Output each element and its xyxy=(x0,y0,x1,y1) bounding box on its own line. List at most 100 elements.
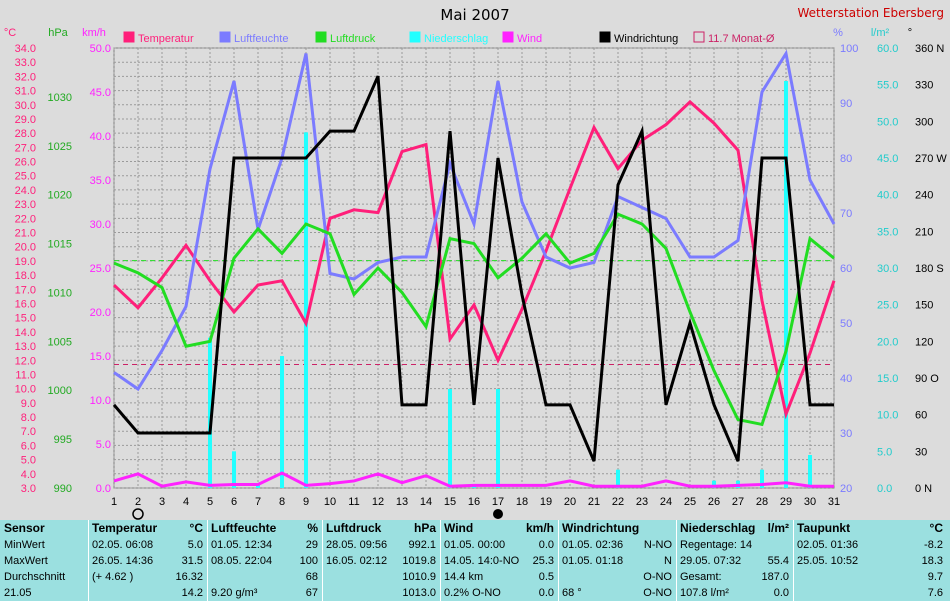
summary-cell-value: 1010.9 xyxy=(402,571,436,583)
summary-cell-value: N-NO xyxy=(643,539,672,551)
summary-row: Durchschnitt xyxy=(4,569,88,585)
summary-row: 08.05. 22:04 100 xyxy=(211,553,322,569)
humidity-tick: 70 xyxy=(840,208,852,220)
direction-tick: 150 xyxy=(915,300,933,312)
summary-cell-label: 02.05. 06:08 xyxy=(92,539,154,551)
humidity-tick: 60 xyxy=(840,263,852,275)
summary-row: 1010.9 xyxy=(326,569,440,585)
x-tick: 5 xyxy=(207,496,213,508)
summary-header-unit: °C xyxy=(189,521,203,535)
direction-tick: 30 xyxy=(915,446,927,458)
summary-row: 01.05. 00:00 0.0 xyxy=(444,537,558,553)
summary-header-label: Wind xyxy=(444,521,474,535)
rain-bar xyxy=(280,356,284,488)
temp-tick: 14.0 xyxy=(15,327,36,339)
summary-cell-label: 25.05. 10:52 xyxy=(797,555,859,567)
rain-tick: 0.0 xyxy=(877,483,892,495)
summary-row: 9.20 g/m³ 67 xyxy=(211,585,322,601)
rain-tick: 60.0 xyxy=(877,43,898,55)
x-tick: 15 xyxy=(444,496,456,508)
legend-swatch xyxy=(409,31,421,43)
humidity-tick: 20 xyxy=(840,483,852,495)
pressure-tick: 1025 xyxy=(48,141,72,153)
summary-row: 107.8 l/m² 0.0 xyxy=(680,585,793,601)
summary-row: 28.05. 09:56 992.1 xyxy=(326,537,440,553)
x-tick: 16 xyxy=(468,496,480,508)
summary-row: 29.05. 07:32 55.4 xyxy=(680,553,793,569)
x-tick: 13 xyxy=(396,496,408,508)
x-tick: 23 xyxy=(636,496,648,508)
station-name: Wetterstation Ebersberg xyxy=(797,6,945,20)
rain-bar xyxy=(496,389,500,488)
column-separator xyxy=(322,520,323,601)
temp-tick: 29.0 xyxy=(15,114,36,126)
humidity-tick: 100 xyxy=(840,43,858,55)
summary-cell-value: -8.2 xyxy=(924,539,943,551)
temp-tick: 4.0 xyxy=(21,469,36,481)
wind-tick: 25.0 xyxy=(90,263,111,275)
x-tick: 19 xyxy=(540,496,552,508)
summary-header-unit: km/h xyxy=(525,521,554,535)
legend-swatch xyxy=(315,31,327,43)
direction-tick: 330 xyxy=(915,80,933,92)
summary-header-unit: °C xyxy=(929,521,943,535)
summary-cell-value: 5.0 xyxy=(187,539,203,551)
summary-row: 01.05. 02:36 N-NO xyxy=(562,537,676,553)
temp-tick: 31.0 xyxy=(15,86,36,98)
summary-cell-value: 0.0 xyxy=(538,539,554,551)
series-line-windrichtung xyxy=(112,75,834,462)
summary-column: Windrichtung 01.05. 02:36 N-NO 01.05. 01:18… xyxy=(562,520,676,601)
summary-row: 1013.0 xyxy=(326,585,440,601)
temp-tick: 11.0 xyxy=(15,369,36,381)
summary-cell-value: 18.3 xyxy=(921,555,943,567)
x-tick: 11 xyxy=(348,496,359,508)
summary-header: Sensor xyxy=(4,520,88,537)
summary-cell-label: 68 ° xyxy=(562,587,582,599)
x-tick: 25 xyxy=(684,496,696,508)
rain-bar xyxy=(784,81,788,488)
legend-swatch xyxy=(502,31,514,43)
summary-cell-value: 31.5 xyxy=(181,555,203,567)
summary-row: 14.2 xyxy=(92,585,207,601)
summary-cell-value: 0.5 xyxy=(538,571,554,583)
summary-column: Temperatur °C 02.05. 06:08 5.0 26.05. 14:36 3… xyxy=(92,520,207,601)
axis-unit-direction: ° xyxy=(908,27,912,39)
legend-label: Temperatur xyxy=(138,33,194,45)
temp-tick: 18.0 xyxy=(15,270,36,282)
axis-unit-temp: °C xyxy=(4,27,16,39)
legend-label: Niederschlag xyxy=(424,33,488,45)
temp-tick: 7.0 xyxy=(21,426,36,438)
direction-tick: 210 xyxy=(915,226,933,238)
legend-swatch xyxy=(599,31,611,43)
summary-cell-label: 08.05. 22:04 xyxy=(211,555,273,567)
summary-header-label: Windrichtung xyxy=(562,521,640,535)
summary-header: Niederschlag l/m² xyxy=(680,520,793,537)
summary-row: 68 xyxy=(211,569,322,585)
legend-label: Wind xyxy=(517,33,542,45)
direction-tick: 240 xyxy=(915,190,933,202)
temp-tick: 27.0 xyxy=(15,142,36,154)
pressure-tick: 1030 xyxy=(48,92,72,104)
full-moon-icon xyxy=(132,508,144,520)
summary-cell-value: O-NO xyxy=(643,587,672,599)
direction-tick: 180 S xyxy=(915,263,944,275)
rain-tick: 35.0 xyxy=(877,226,898,238)
temp-tick: 33.0 xyxy=(15,57,36,69)
temp-tick: 25.0 xyxy=(15,171,36,183)
summary-header: Windrichtung xyxy=(562,520,676,537)
rain-tick: 25.0 xyxy=(877,300,898,312)
summary-row: 25.05. 10:52 18.3 xyxy=(797,553,947,569)
summary-cell-label: 14.05. 14:0-NO xyxy=(444,555,520,567)
temp-tick: 32.0 xyxy=(15,71,36,83)
weather-chart: °C hPa km/h% l/m² °34.033.032.031.030.029.02… xyxy=(4,27,947,520)
rain-bar xyxy=(808,455,812,488)
column-separator xyxy=(207,520,208,601)
summary-header-label: Temperatur xyxy=(92,521,158,535)
x-tick: 6 xyxy=(231,496,237,508)
axis-unit-humidity: % xyxy=(833,27,843,39)
summary-header-unit: l/m² xyxy=(767,521,789,535)
temp-tick: 10.0 xyxy=(15,384,36,396)
direction-tick: 0 N xyxy=(915,483,932,495)
summary-column: Luftdruck hPa 28.05. 09:56 992.1 16.05. 02:1… xyxy=(326,520,440,601)
series-line-luftfeuchte xyxy=(113,49,836,392)
